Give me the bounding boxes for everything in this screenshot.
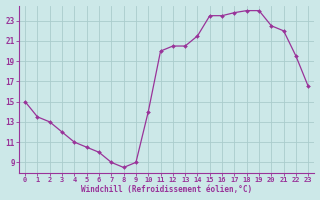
X-axis label: Windchill (Refroidissement éolien,°C): Windchill (Refroidissement éolien,°C): [81, 185, 252, 194]
